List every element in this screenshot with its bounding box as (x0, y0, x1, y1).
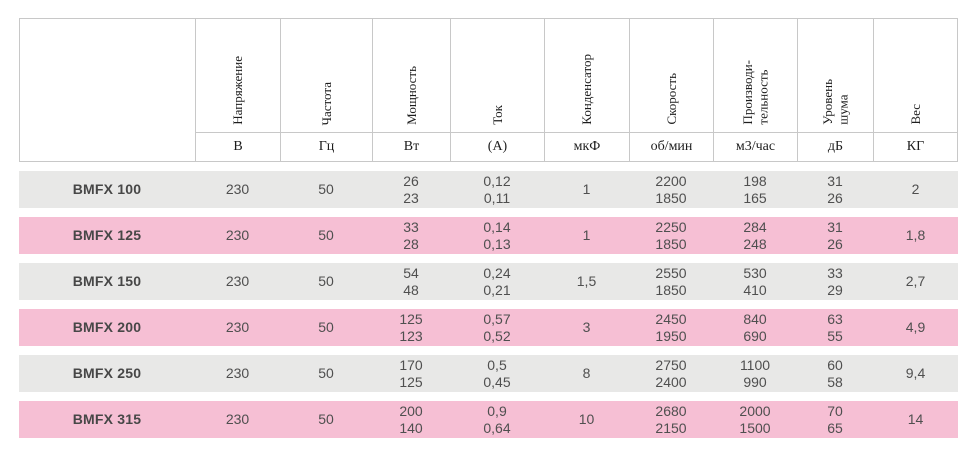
cell-current: 0,12 0,11 (483, 173, 511, 206)
cell-current: 0,57 0,52 (483, 311, 511, 344)
cell-voltage: 230 (225, 273, 250, 290)
cell-current: 0,5 0,45 (483, 357, 511, 390)
column-header-frequency-label: Частота (318, 81, 334, 125)
table-row-bmfx-125: BMFX 125 230 50 33 28 0,14 0,13 1 2250 1… (19, 217, 958, 254)
table-row-bmfx-200: BMFX 200 230 50 125 123 0,57 0,52 3 2450… (19, 309, 958, 346)
cell-capacitor: 8 (582, 365, 591, 382)
cell-voltage: 230 (225, 411, 250, 428)
cell-power: 200 140 (399, 403, 423, 436)
column-header-current: Ток (450, 19, 544, 132)
column-header-noise-label: Уровень шума (819, 79, 851, 125)
column-header-noise: Уровень шума (797, 19, 873, 132)
cell-frequency: 50 (318, 181, 334, 198)
unit-noise: дБ (797, 132, 873, 161)
cell-speed: 2450 1950 (655, 311, 687, 344)
model-name: BMFX 125 (72, 227, 142, 244)
cell-capacitor: 1 (582, 227, 591, 244)
cell-capacitor: 1,5 (576, 273, 597, 290)
column-header-airflow: Производи- тельность (713, 19, 797, 132)
column-header-capacitor-label: Конденсатор (579, 54, 595, 125)
model-column-header-empty (20, 19, 195, 161)
column-header-speed: Скорость (629, 19, 713, 132)
column-header-capacitor: Конденсатор (544, 19, 629, 132)
cell-power: 170 125 (399, 357, 423, 390)
cell-noise: 70 65 (827, 403, 843, 436)
column-header-weight-label: Вес (907, 104, 923, 125)
unit-capacitor: мкФ (544, 132, 629, 161)
cell-speed: 2680 2150 (655, 403, 687, 436)
unit-weight: КГ (873, 132, 957, 161)
column-header-speed-label: Скорость (663, 73, 679, 125)
cell-current: 0,9 0,64 (483, 403, 511, 436)
model-name: BMFX 200 (72, 319, 142, 336)
column-header-voltage: Напряжение (195, 19, 280, 132)
model-name: BMFX 100 (72, 181, 142, 198)
column-header-voltage-label: Напряжение (230, 56, 246, 125)
cell-noise: 33 29 (827, 265, 843, 298)
column-header-current-label: Ток (489, 105, 505, 125)
cell-capacitor: 3 (582, 319, 591, 336)
spec-table-header: Напряжение Частота Мощность Ток Конденса… (19, 18, 958, 162)
model-name: BMFX 250 (72, 365, 142, 382)
unit-power: Вт (372, 132, 450, 161)
cell-voltage: 230 (225, 365, 250, 382)
cell-weight: 14 (907, 411, 924, 428)
cell-weight: 1,8 (905, 227, 926, 244)
cell-noise: 31 26 (827, 219, 843, 252)
cell-airflow: 840 690 (743, 311, 767, 344)
column-header-frequency: Частота (280, 19, 372, 132)
cell-capacitor: 10 (578, 411, 595, 428)
table-row-bmfx-250: BMFX 250 230 50 170 125 0,5 0,45 8 2750 … (19, 355, 958, 392)
cell-airflow: 284 248 (743, 219, 767, 252)
column-header-airflow-label: Производи- тельность (739, 60, 771, 125)
cell-power: 33 28 (403, 219, 419, 252)
column-header-power-label: Мощность (403, 66, 419, 125)
unit-airflow: м3/час (713, 132, 797, 161)
cell-airflow: 530 410 (743, 265, 767, 298)
cell-speed: 2750 2400 (655, 357, 687, 390)
cell-weight: 2 (911, 181, 920, 198)
cell-frequency: 50 (318, 319, 334, 336)
cell-speed: 2550 1850 (655, 265, 687, 298)
cell-speed: 2200 1850 (655, 173, 687, 206)
cell-weight: 9,4 (905, 365, 926, 382)
cell-weight: 4,9 (905, 319, 926, 336)
column-header-weight: Вес (873, 19, 957, 132)
cell-power: 26 23 (403, 173, 419, 206)
cell-frequency: 50 (318, 411, 334, 428)
cell-frequency: 50 (318, 273, 334, 290)
cell-speed: 2250 1850 (655, 219, 687, 252)
cell-voltage: 230 (225, 181, 250, 198)
cell-noise: 31 26 (827, 173, 843, 206)
cell-capacitor: 1 (582, 181, 591, 198)
cell-weight: 2,7 (905, 273, 926, 290)
cell-noise: 63 55 (827, 311, 843, 344)
model-name: BMFX 315 (72, 411, 142, 428)
cell-frequency: 50 (318, 365, 334, 382)
unit-frequency: Гц (280, 132, 372, 161)
cell-current: 0,14 0,13 (483, 219, 511, 252)
model-name: BMFX 150 (72, 273, 142, 290)
unit-current: (А) (450, 132, 544, 161)
cell-noise: 60 58 (827, 357, 843, 390)
unit-voltage: В (195, 132, 280, 161)
cell-power: 125 123 (399, 311, 423, 344)
cell-airflow: 198 165 (743, 173, 767, 206)
table-row-bmfx-315: BMFX 315 230 50 200 140 0,9 0,64 10 2680… (19, 401, 958, 438)
cell-current: 0,24 0,21 (483, 265, 511, 298)
cell-voltage: 230 (225, 227, 250, 244)
unit-speed: об/мин (629, 132, 713, 161)
cell-airflow: 1100 990 (739, 357, 771, 390)
cell-frequency: 50 (318, 227, 334, 244)
cell-airflow: 2000 1500 (739, 403, 771, 436)
column-header-power: Мощность (372, 19, 450, 132)
cell-power: 54 48 (403, 265, 419, 298)
table-row-bmfx-100: BMFX 100 230 50 26 23 0,12 0,11 1 2200 1… (19, 171, 958, 208)
spec-table-body: BMFX 100 230 50 26 23 0,12 0,11 1 2200 1… (19, 171, 958, 447)
table-row-bmfx-150: BMFX 150 230 50 54 48 0,24 0,21 1,5 2550… (19, 263, 958, 300)
cell-voltage: 230 (225, 319, 250, 336)
